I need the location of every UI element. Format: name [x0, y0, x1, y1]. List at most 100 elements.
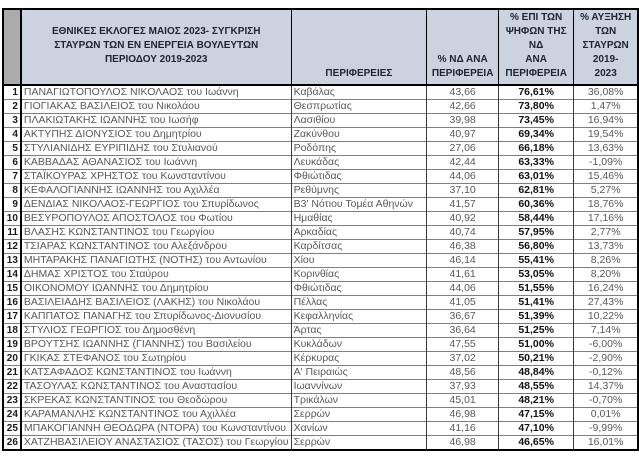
row-number-cell: 7 — [3, 169, 22, 184]
cross-increase-cell: 13,63% — [573, 141, 638, 156]
nd-percent-cell: 36,64 — [426, 323, 499, 338]
nd-votes-share-cell: 51,55% — [497, 281, 574, 296]
table-row: 8 ΚΕΦΑΛΟΓΙΑΝΝΗΣ ΙΩΑΝΝΗΣ του Αχιλλέα Ρεθύμν… — [3, 183, 638, 198]
nd-votes-share-cell: 60,36% — [497, 197, 574, 212]
table-row: 6 ΚΑΒΒΑΔΑΣ ΑΘΑΝΑΣΙΟΣ του Ιωάννη Λευκάδας 42… — [3, 155, 638, 170]
table-row: 22 ΤΑΣΟΥΛΑΣ ΚΩΝΣΤΑΝΤΙΝΟΣ του Αναστασίου Ιω… — [3, 379, 638, 394]
table-row: 26 ΧΑΤΖΗΒΑΣΙΛΕΙΟΥ ΑΝΑΣΤΑΣΙΟΣ (ΤΑΣΟΣ) του … — [3, 435, 638, 450]
table-row: 9 ΔΕΝΔΙΑΣ ΝΙΚΟΛΑΟΣ-ΓΕΩΡΓΙΟΣ του Σπυρίδωνο… — [3, 197, 638, 212]
nd-votes-share-cell: 55,41% — [497, 253, 574, 268]
region-cell: Κορινθίας — [290, 267, 427, 282]
nd-percent-cell: 46,14 — [426, 253, 499, 268]
nd-votes-share-cell: 58,44% — [497, 211, 574, 226]
table-row: 19 ΒΡΟΥΤΣΗΣ ΙΩΑΝΝΗΣ (ΓΙΑΝΝΗΣ) του Βασιλεί… — [3, 337, 638, 352]
nd-percent-cell: 37,02 — [426, 351, 499, 366]
region-cell: Κέρκυρας — [290, 351, 427, 366]
cross-increase-cell: -0,12% — [573, 365, 638, 380]
table-row: 3 ΠΛΑΚΙΩΤΑΚΗΣ ΙΩΑΝΝΗΣ του Ιωσήφ Λασιθίου 39… — [3, 113, 638, 128]
row-number-cell: 21 — [3, 365, 22, 380]
corner-header-cell — [3, 9, 21, 86]
region-cell: Αρκαδίας — [290, 225, 427, 240]
nd-votes-share-cell: 47,15% — [497, 407, 574, 422]
table-row: 23 ΣΚΡΕΚΑΣ ΚΩΝΣΤΑΝΤΙΝΟΣ του Θεοδώρου Τρικά… — [3, 393, 638, 408]
nd-votes-share-cell: 48,21% — [497, 393, 574, 408]
nd-votes-share-cell: 51,41% — [497, 295, 574, 310]
nd-percent-cell: 46,38 — [426, 239, 499, 254]
cross-increase-cell: 13,73% — [573, 239, 638, 254]
row-number-cell: 11 — [3, 225, 22, 240]
region-cell: Σερρών — [290, 407, 427, 422]
row-number-cell: 22 — [3, 379, 22, 394]
region-cell: Β3' Νότιου Τομέα Αθηνών — [290, 197, 427, 212]
row-number-cell: 24 — [3, 407, 22, 422]
mp-name-cell: ΧΑΤΖΗΒΑΣΙΛΕΙΟΥ ΑΝΑΣΤΑΣΙΟΣ (ΤΑΣΟΣ) του Γε… — [20, 435, 292, 450]
mp-name-cell: ΚΑΤΣΑΦΑΔΟΣ ΚΩΝΣΤΑΝΤΙΝΟΣ του Ιωάννη — [20, 365, 292, 380]
cross-increase-cell: 2,77% — [573, 225, 638, 240]
cross-increase-cell: -2,90% — [573, 351, 638, 366]
table-row: 7 ΣΤΑΪΚΟΥΡΑΣ ΧΡΗΣΤΟΣ του Κωνσταντίνου Φθιώ… — [3, 169, 638, 184]
row-number-cell: 19 — [3, 337, 22, 352]
table-row: 25 ΜΠΑΚΟΓΙΑΝΝΗ ΘΕΟΔΩΡΑ (ΝΤΟΡΑ) του Κωνστα… — [3, 421, 638, 436]
row-number-cell: 2 — [3, 99, 22, 114]
nd-votes-share-cell: 57,95% — [497, 225, 574, 240]
region-cell: Χανίων — [290, 421, 427, 436]
row-number-cell: 25 — [3, 421, 22, 436]
row-number-cell: 3 — [3, 113, 22, 128]
nd-votes-share-cell: 48,84% — [497, 365, 574, 380]
row-number-cell: 20 — [3, 351, 22, 366]
table-row: 17 ΚΑΠΠΑΤΟΣ ΠΑΝΑΓΗΣ του Σπυρίδωνος-Διονυσ… — [3, 309, 638, 324]
cross-increase-cell: -0,70% — [573, 393, 638, 408]
table-row: 21 ΚΑΤΣΑΦΑΔΟΣ ΚΩΝΣΤΑΝΤΙΝΟΣ του Ιωάννη Α' Π… — [3, 365, 638, 380]
row-number-cell: 14 — [3, 267, 22, 282]
mp-name-cell: ΤΣΙΑΡΑΣ ΚΩΝΣΤΑΝΤΙΝΟΣ του Αλεξάνδρου — [20, 239, 292, 254]
nd-votes-share-cell: 63,33% — [497, 155, 574, 170]
cross-increase-cell: 10,22% — [573, 309, 638, 324]
column-header-regions: ΠΕΡΙΦΕΡΕΙΕΣ — [290, 9, 427, 86]
column-header-cross-increase: % ΑΥΞΗΣΗ ΤΩΝ ΣΤΑΥΡΩΝ 2019- 2023 — [573, 9, 638, 86]
region-cell: Ιωαννίνων — [290, 379, 427, 394]
spreadsheet-table-region: ΕΘΝΙΚΕΣ ΕΚΛΟΓΕΣ ΜΑΙΟΣ 2023- ΣΥΓΚΡΙΣΗ ΣΤΑ… — [2, 8, 639, 451]
nd-votes-share-cell: 47,10% — [497, 421, 574, 436]
mp-name-cell: ΚΑΒΒΑΔΑΣ ΑΘΑΝΑΣΙΟΣ του Ιωάννη — [20, 155, 292, 170]
nd-percent-cell: 39,98 — [426, 113, 499, 128]
nd-percent-cell: 41,61 — [426, 267, 499, 282]
region-cell: Φθιώτιδας — [290, 281, 427, 296]
nd-percent-cell: 37,93 — [426, 379, 499, 394]
mp-name-cell: ΣΤΥΛΙΑΝΙΔΗΣ ΕΥΡΙΠΙΔΗΣ του Στυλιανού — [20, 141, 292, 156]
cross-increase-cell: 8,26% — [573, 253, 638, 268]
nd-votes-share-cell: 76,61% — [497, 85, 574, 100]
cross-increase-cell: 1,47% — [573, 99, 638, 114]
cross-increase-cell: 17,16% — [573, 211, 638, 226]
cross-increase-cell: 5,27% — [573, 183, 638, 198]
row-number-cell: 1 — [3, 85, 22, 100]
mp-name-cell: ΒΕΣΥΡΟΠΟΥΛΟΣ ΑΠΟΣΤΟΛΟΣ του Φωτίου — [20, 211, 292, 226]
mp-name-cell: ΒΛΑΣΗΣ ΚΩΝΣΤΑΝΤΙΝΟΣ του Γεωργίου — [20, 225, 292, 240]
table-row: 14 ΔΗΜΑΣ ΧΡΙΣΤΟΣ του Σταύρου Κορινθίας 41,6… — [3, 267, 638, 282]
region-cell: Ρεθύμνης — [290, 183, 427, 198]
table-row: 12 ΤΣΙΑΡΑΣ ΚΩΝΣΤΑΝΤΙΝΟΣ του Αλεξάνδρου Καρ… — [3, 239, 638, 254]
table-body: 1 ΠΑΝΑΓΙΩΤΟΠΟΥΛΟΣ ΝΙΚΟΛΑΟΣ του Ιωάννη Καβά… — [3, 85, 638, 450]
cross-increase-cell: 0,01% — [573, 407, 638, 422]
row-number-cell: 13 — [3, 253, 22, 268]
nd-percent-cell: 42,66 — [426, 99, 499, 114]
column-header-nd-percent: % ΝΔ ΑΝΑ ΠΕΡΙΦΕΡΕΙΑ — [426, 9, 499, 86]
region-cell: Ροδόπης — [290, 141, 427, 156]
row-number-cell: 5 — [3, 141, 22, 156]
nd-votes-share-cell: 50,21% — [497, 351, 574, 366]
nd-percent-cell: 40,74 — [426, 225, 499, 240]
region-cell: Ημαθίας — [290, 211, 427, 226]
nd-percent-cell: 27,06 — [426, 141, 499, 156]
row-number-cell: 8 — [3, 183, 22, 198]
mp-name-cell: ΓΙΟΓΙΑΚΑΣ ΒΑΣΙΛΕΙΟΣ του Νικολάου — [20, 99, 292, 114]
cross-increase-cell: 19,54% — [573, 127, 638, 142]
region-cell: Ζακύνθου — [290, 127, 427, 142]
region-cell: Καβάλας — [290, 85, 427, 100]
row-number-cell: 16 — [3, 295, 22, 310]
mp-name-cell: ΜΗΤΑΡΑΚΗΣ ΠΑΝΑΓΙΩΤΗΣ (ΝΟΤΗΣ) του Αντωνίο… — [20, 253, 292, 268]
region-cell: Τρικάλων — [290, 393, 427, 408]
table-row: 1 ΠΑΝΑΓΙΩΤΟΠΟΥΛΟΣ ΝΙΚΟΛΑΟΣ του Ιωάννη Καβά… — [3, 85, 638, 100]
mp-name-cell: ΠΑΝΑΓΙΩΤΟΠΟΥΛΟΣ ΝΙΚΟΛΑΟΣ του Ιωάννη — [20, 85, 292, 100]
mp-name-cell: ΓΚΙΚΑΣ ΣΤΕΦΑΝΟΣ του Σωτηρίου — [20, 351, 292, 366]
nd-percent-cell: 45,01 — [426, 393, 499, 408]
region-cell: Θεσπρωτίας — [290, 99, 427, 114]
